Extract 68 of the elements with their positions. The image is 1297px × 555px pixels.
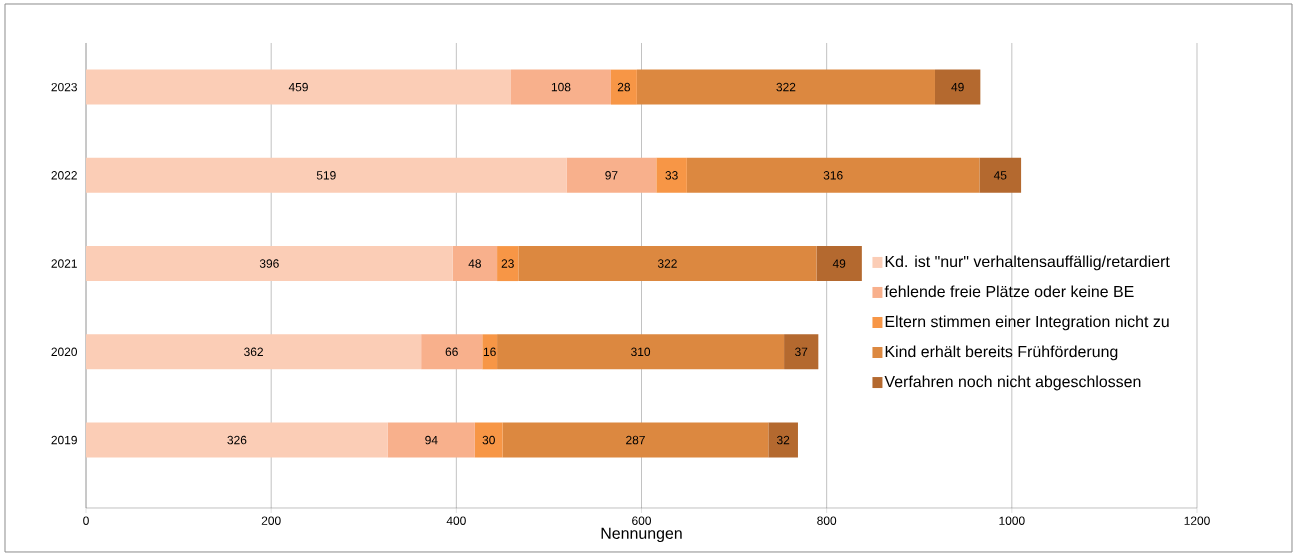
bar [86, 334, 422, 370]
x-axis-title: Nennungen [601, 527, 682, 543]
bar [86, 422, 388, 458]
data-label: 94 [425, 435, 438, 445]
bar [636, 69, 935, 105]
bar [502, 422, 769, 458]
data-label: 287 [626, 435, 645, 445]
legend-label: Eltern stimmen einer Integration nicht zu [885, 315, 1169, 331]
y-tick-label: 2022 [51, 171, 77, 180]
bar [86, 246, 453, 282]
bar [656, 157, 687, 193]
bar [686, 157, 980, 193]
data-label: 37 [795, 347, 808, 357]
x-tick-label: 800 [817, 516, 837, 525]
data-label: 396 [259, 259, 279, 268]
bar [934, 69, 981, 105]
data-label: 326 [227, 435, 247, 445]
data-label: 519 [316, 171, 336, 180]
bar [816, 246, 862, 282]
data-label: 28 [617, 82, 631, 92]
bar [86, 69, 511, 105]
data-label: 30 [482, 435, 495, 445]
x-tick-label: 1000 [999, 516, 1025, 525]
data-label: 362 [244, 347, 263, 357]
data-label: 16 [483, 347, 496, 357]
bar [86, 157, 567, 193]
bar [387, 422, 475, 458]
data-label: 48 [468, 259, 481, 268]
data-label: 316 [823, 171, 843, 180]
bar [510, 69, 611, 105]
data-label: 97 [605, 171, 618, 180]
data-label: 49 [951, 82, 964, 92]
y-tick-label: 2021 [51, 259, 77, 268]
bar [768, 422, 798, 458]
bar [452, 246, 498, 282]
x-tick-label: 400 [446, 516, 466, 525]
legend-label: Kind erhält bereits Frühförderung [885, 345, 1118, 361]
bar [497, 246, 519, 282]
y-tick-label: 2023 [51, 82, 77, 92]
bar [518, 246, 817, 282]
bar [474, 422, 503, 458]
x-tick-label: 200 [261, 516, 281, 525]
legend-label: fehlende freie Plätze oder keine BE [884, 285, 1134, 298]
x-tick-label: 0 [83, 516, 89, 525]
data-label: 45 [993, 171, 1007, 180]
bar [979, 157, 1022, 193]
data-label: 23 [501, 259, 514, 268]
bar [784, 334, 819, 370]
legend-label: Kd. ist "nur" verhaltensauffällig/retardiert [885, 255, 1170, 271]
x-tick-label: 1200 [1184, 516, 1210, 525]
data-label: 33 [665, 171, 678, 180]
x-tick-label: 600 [632, 516, 652, 525]
bar [421, 334, 483, 370]
data-label: 108 [551, 82, 571, 92]
bar [566, 157, 657, 193]
legend-label: Verfahren noch nicht abgeschlossen [884, 375, 1141, 391]
data-label: 49 [832, 259, 846, 268]
bar [482, 334, 498, 370]
bar [610, 69, 637, 105]
bar [497, 334, 785, 370]
data-label: 32 [776, 435, 790, 445]
data-label: 459 [288, 82, 308, 92]
y-tick-label: 2020 [51, 347, 78, 357]
data-label: 322 [657, 259, 677, 268]
y-tick-label: 2019 [51, 435, 77, 445]
data-label: 322 [776, 82, 796, 92]
data-label: 310 [631, 347, 651, 357]
data-label: 66 [445, 347, 458, 357]
